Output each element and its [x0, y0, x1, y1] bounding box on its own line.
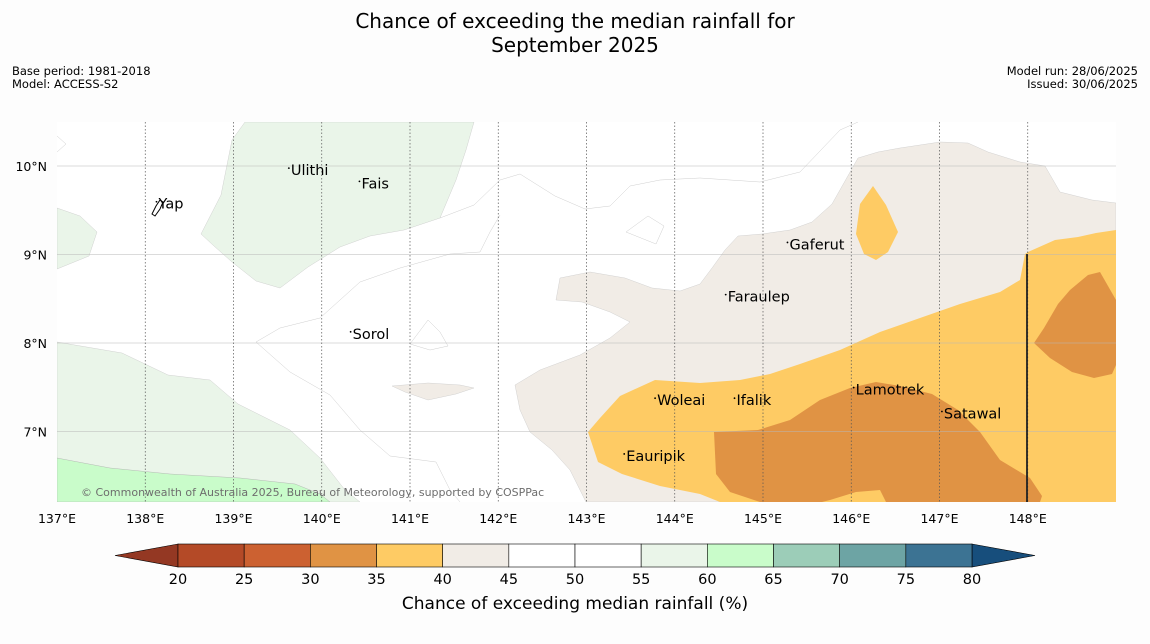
colorbar-tick-label: 35	[367, 572, 385, 588]
colorbar-title: Chance of exceeding median rainfall (%)	[0, 594, 1150, 614]
place-label: Sorol	[353, 327, 390, 343]
place-eauripik: Eauripik	[623, 449, 685, 465]
colorbar-segment	[575, 544, 641, 567]
colorbar-tick-label: 80	[963, 572, 981, 588]
lon-tick-label: 148°E	[1009, 511, 1047, 526]
colorbar-segment	[244, 544, 310, 567]
colorbar-tick-label: 30	[301, 572, 319, 588]
colorbar-tick-label: 70	[830, 572, 848, 588]
lat-tick-labels: 7°N 8°N 9°N 10°N	[15, 159, 47, 440]
place-marker	[359, 180, 361, 182]
lon-tick-label: 139°E	[214, 511, 252, 526]
lon-tick-label: 137°E	[38, 511, 76, 526]
place-yap: Yap	[156, 197, 184, 213]
colorbar-segment	[310, 544, 376, 567]
lon-tick-label: 144°E	[656, 511, 694, 526]
lon-tick-labels: 137°E 138°E 139°E 140°E 141°E 142°E 143°E 144°E…	[38, 511, 1047, 526]
place-marker	[941, 411, 943, 413]
place-label: Faraulep	[728, 290, 790, 306]
lat-tick-label: 8°N	[23, 336, 47, 351]
place-fais: Fais	[359, 176, 389, 192]
place-label: Lamotrek	[856, 383, 925, 399]
colorbar-segment	[707, 544, 773, 567]
lon-tick-label: 146°E	[832, 511, 870, 526]
place-marker	[288, 167, 290, 169]
colorbar-tick-label: 55	[632, 572, 650, 588]
lon-tick-label: 147°E	[920, 511, 958, 526]
colorbar: 20 25 30 35 40 45 50 55 60 65 70 75 80	[115, 544, 1035, 588]
colorbar-tick-label: 65	[764, 572, 782, 588]
place-satawal: Satawal	[941, 406, 1001, 422]
lon-tick-label: 141°E	[391, 511, 429, 526]
colorbar-segment	[178, 544, 244, 567]
lon-tick-label: 143°E	[567, 511, 605, 526]
place-marker	[350, 331, 352, 333]
lon-tick-label: 145°E	[744, 511, 782, 526]
copyright-text: © Commonwealth of Australia 2025, Bureau…	[81, 486, 544, 499]
place-gaferut: Gaferut	[787, 237, 845, 253]
place-sorol: Sorol	[350, 327, 390, 343]
colorbar-segment	[443, 544, 509, 567]
colorbar-tick-label: 40	[433, 572, 451, 588]
place-marker	[623, 453, 625, 455]
place-label: Ulithi	[291, 163, 329, 179]
lon-tick-label: 140°E	[303, 511, 341, 526]
place-marker	[734, 397, 736, 399]
colorbar-segment	[906, 544, 972, 567]
place-label: Woleai	[657, 393, 705, 409]
colorbar-tick-label: 75	[897, 572, 915, 588]
place-label: Gaferut	[789, 237, 844, 253]
colorbar-tick-label: 60	[698, 572, 716, 588]
colorbar-segment	[774, 544, 840, 567]
place-label: Eauripik	[626, 449, 685, 465]
place-faraulep: Faraulep	[725, 290, 790, 306]
colorbar-tick-label: 25	[235, 572, 253, 588]
place-label: Ifalik	[737, 393, 772, 409]
colorbar-segment	[840, 544, 906, 567]
place-marker	[725, 294, 727, 296]
lat-tick-label: 10°N	[15, 159, 47, 174]
place-ulithi: Ulithi	[288, 163, 328, 179]
place-label: Yap	[157, 197, 183, 213]
lon-tick-label: 138°E	[126, 511, 164, 526]
map-figure: Yap Ulithi Fais Sorol Gaferut Faraulep Woleai I…	[0, 0, 1150, 644]
lat-tick-label: 7°N	[23, 424, 47, 439]
place-lamotrek: Lamotrek	[853, 383, 925, 399]
place-marker	[156, 201, 158, 203]
place-ifalik: Ifalik	[734, 393, 772, 409]
lat-tick-label: 9°N	[23, 247, 47, 262]
place-marker	[853, 387, 855, 389]
place-label: Fais	[361, 176, 388, 192]
colorbar-tick-label: 50	[566, 572, 584, 588]
colorbar-under-arrow	[115, 544, 178, 567]
place-woleai: Woleai	[654, 393, 705, 409]
colorbar-over-arrow	[972, 544, 1035, 567]
place-marker	[654, 397, 656, 399]
place-label: Satawal	[944, 406, 1001, 422]
colorbar-segment	[377, 544, 443, 567]
colorbar-tick-label: 20	[169, 572, 187, 588]
colorbar-tick-label: 45	[500, 572, 518, 588]
place-marker	[787, 242, 789, 244]
lon-tick-label: 142°E	[479, 511, 517, 526]
colorbar-segment	[641, 544, 707, 567]
map-area: Yap Ulithi Fais Sorol Gaferut Faraulep Woleai I…	[57, 122, 1116, 502]
colorbar-segment	[509, 544, 575, 567]
